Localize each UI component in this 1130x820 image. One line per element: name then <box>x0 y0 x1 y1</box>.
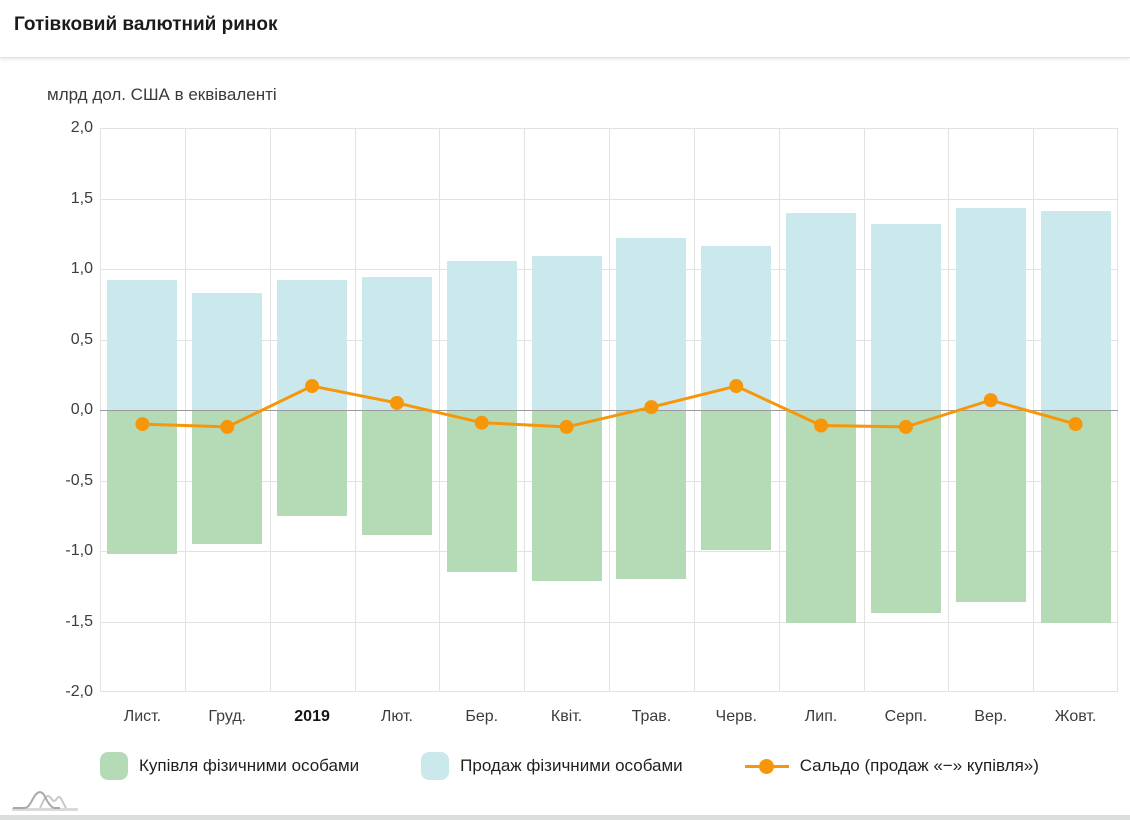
legend-marker-dot <box>758 758 774 774</box>
y-tick-label: 0,5 <box>70 330 93 348</box>
legend-item-saldo[interactable]: Сальдо (продаж «−» купівля») <box>744 756 1039 776</box>
bar-sale[interactable] <box>616 237 687 410</box>
y-axis-title: млрд дол. США в еквіваленті <box>47 85 277 104</box>
saldo-line <box>142 384 1076 429</box>
bar-sale[interactable] <box>1040 211 1111 410</box>
saldo-point[interactable] <box>644 400 659 415</box>
bar-sale[interactable] <box>955 208 1026 410</box>
saldo-point[interactable] <box>1068 417 1083 432</box>
x-tick-label: Трав. <box>631 708 672 725</box>
legend-item-sale[interactable]: Продаж фізичними особами <box>421 752 683 780</box>
amcharts-logo-baseline <box>12 808 78 811</box>
legend-label: Купівля фізичними особами <box>139 756 360 775</box>
x-tick-label: Груд. <box>208 708 247 725</box>
bar-purchase[interactable] <box>446 410 517 573</box>
saldo-point[interactable] <box>389 395 404 410</box>
y-tick-label: 0,0 <box>70 401 93 418</box>
legend-label: Сальдо (продаж «−» купівля») <box>799 756 1039 775</box>
x-tick-label: Лип. <box>804 708 838 725</box>
saldo-point[interactable] <box>559 419 574 434</box>
saldo-point[interactable] <box>729 379 744 394</box>
saldo-point[interactable] <box>983 393 998 408</box>
legend-swatch <box>100 752 128 780</box>
amcharts-logo[interactable] <box>10 788 82 814</box>
bar-sale[interactable] <box>192 292 263 410</box>
bar-sale[interactable] <box>786 212 857 410</box>
x-tick-label: 2019 <box>294 708 330 725</box>
bottom-divider-strip <box>0 815 1130 820</box>
legend-label: Продаж фізичними особами <box>460 756 683 775</box>
x-tick-label: Бер. <box>465 708 499 725</box>
x-tick-label: Лист. <box>123 708 162 725</box>
bar-sale[interactable] <box>107 280 178 410</box>
page-title: Готівковий валютний ринок <box>14 14 278 35</box>
bar-sale[interactable] <box>361 277 432 410</box>
bar-purchase[interactable] <box>107 410 178 554</box>
bar-purchase[interactable] <box>277 410 348 516</box>
amcharts-logo-wave-light <box>39 794 67 809</box>
bar-purchase[interactable] <box>701 410 772 550</box>
x-tick-label: Квіт. <box>550 708 583 725</box>
y-tick-label: -0,5 <box>65 471 93 489</box>
saldo-point[interactable] <box>305 379 320 394</box>
y-tick-label: -1,5 <box>65 612 93 630</box>
y-tick-label: 2,0 <box>70 119 93 136</box>
bar-purchase[interactable] <box>955 410 1026 602</box>
saldo-point[interactable] <box>135 417 150 432</box>
bar-purchase[interactable] <box>616 410 687 580</box>
y-tick-label: 1,5 <box>70 189 93 207</box>
y-tick-label: 1,0 <box>70 260 93 277</box>
legend-item-purchase[interactable]: Купівля фізичними особами <box>100 752 359 780</box>
bar-sale[interactable] <box>870 223 941 410</box>
x-tick-label: Черв. <box>715 708 757 725</box>
legend-line-marker <box>744 758 789 774</box>
saldo-point[interactable] <box>474 415 489 430</box>
bar-purchase[interactable] <box>361 410 432 536</box>
saldo-point[interactable] <box>898 419 913 434</box>
page-header: Готівковий валютний ринок <box>0 0 1130 58</box>
bar-purchase[interactable] <box>1040 410 1111 623</box>
saldo-point[interactable] <box>814 418 829 433</box>
bar-purchase[interactable] <box>531 410 602 581</box>
legend-swatch <box>421 752 450 780</box>
amcharts-logo-wave-dark <box>13 791 60 809</box>
zero-gridline <box>100 410 1118 411</box>
x-tick-label: Серп. <box>884 708 928 725</box>
saldo-line-layer <box>135 379 1083 434</box>
x-tick-label: Вер. <box>974 708 1008 725</box>
y-tick-label: -2,0 <box>65 683 93 700</box>
x-tick-label: Лют. <box>380 708 413 725</box>
bar-purchase[interactable] <box>870 410 941 614</box>
x-tick-label: Жовт. <box>1054 708 1097 725</box>
saldo-point[interactable] <box>220 419 235 434</box>
bar-purchase[interactable] <box>786 410 857 623</box>
y-tick-label: -1,0 <box>65 542 93 559</box>
bar-sale[interactable] <box>531 256 602 410</box>
plot-area <box>100 128 1118 692</box>
chart-legend: Купівля фізичними особами Продаж фізичним… <box>100 752 1039 780</box>
bar-sale[interactable] <box>446 260 517 410</box>
